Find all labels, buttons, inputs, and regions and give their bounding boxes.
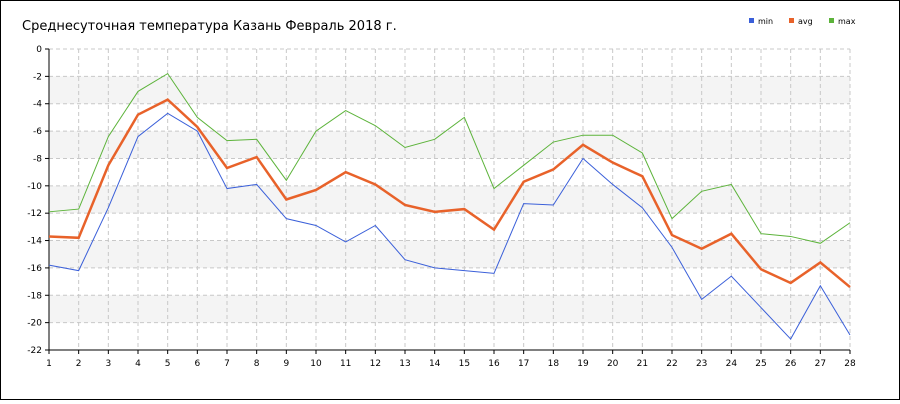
legend-swatch bbox=[789, 18, 794, 23]
series-line bbox=[48, 98, 851, 289]
grid-band bbox=[49, 76, 850, 104]
grid-band bbox=[49, 240, 850, 268]
x-tick-label: 25 bbox=[755, 359, 766, 369]
y-tick-label: -8 bbox=[33, 154, 42, 164]
x-tick-label: 1 bbox=[46, 359, 52, 369]
x-tick-label: 3 bbox=[105, 359, 111, 369]
y-tick-label: -22 bbox=[27, 346, 42, 356]
x-tick-label: 5 bbox=[165, 359, 171, 369]
y-tick-label: -18 bbox=[27, 291, 42, 301]
x-tick-label: 21 bbox=[637, 359, 648, 369]
legend-swatch bbox=[829, 18, 834, 23]
series-line bbox=[48, 72, 851, 244]
x-tick-label: 17 bbox=[518, 359, 529, 369]
grid-band bbox=[49, 295, 850, 323]
legend-label: max bbox=[838, 17, 856, 26]
y-tick-label: 0 bbox=[36, 45, 42, 55]
x-tick-label: 9 bbox=[283, 359, 289, 369]
x-tick-label: 6 bbox=[194, 359, 200, 369]
grid-band bbox=[49, 185, 850, 214]
legend-label: min bbox=[758, 17, 773, 26]
x-tick-label: 7 bbox=[224, 359, 230, 369]
legend-label: avg bbox=[798, 17, 813, 26]
y-tick-label: -16 bbox=[27, 264, 42, 274]
x-tick-label: 13 bbox=[399, 359, 410, 369]
x-tick-label: 23 bbox=[696, 359, 707, 369]
series-line bbox=[48, 112, 851, 340]
y-tick-label: -4 bbox=[33, 100, 42, 110]
grid-band bbox=[49, 131, 850, 159]
x-tick-label: 11 bbox=[340, 359, 351, 369]
y-tick-label: -10 bbox=[27, 182, 42, 192]
x-tick-label: 20 bbox=[607, 359, 619, 369]
x-tick-label: 22 bbox=[666, 359, 677, 369]
y-tick-label: -2 bbox=[33, 72, 42, 82]
x-tick-label: 28 bbox=[844, 359, 856, 369]
legend-swatch bbox=[749, 18, 754, 23]
x-tick-label: 4 bbox=[135, 359, 141, 369]
x-tick-label: 16 bbox=[488, 359, 500, 369]
x-tick-label: 10 bbox=[310, 359, 322, 369]
chart-title: Среднесуточная температура Казань Феврал… bbox=[22, 19, 397, 34]
x-tick-label: 24 bbox=[726, 359, 738, 369]
y-tick-label: -14 bbox=[27, 237, 42, 247]
y-tick-label: -20 bbox=[27, 319, 42, 329]
x-tick-label: 2 bbox=[76, 359, 82, 369]
y-tick-label: -12 bbox=[27, 209, 42, 219]
x-tick-label: 27 bbox=[815, 359, 826, 369]
x-tick-label: 14 bbox=[429, 359, 441, 369]
x-tick-label: 15 bbox=[459, 359, 470, 369]
x-tick-label: 8 bbox=[254, 359, 260, 369]
x-tick-label: 18 bbox=[548, 359, 560, 369]
x-tick-label: 26 bbox=[785, 359, 797, 369]
x-tick-label: 12 bbox=[370, 359, 381, 369]
y-tick-label: -6 bbox=[33, 127, 42, 137]
x-tick-label: 19 bbox=[577, 359, 589, 369]
